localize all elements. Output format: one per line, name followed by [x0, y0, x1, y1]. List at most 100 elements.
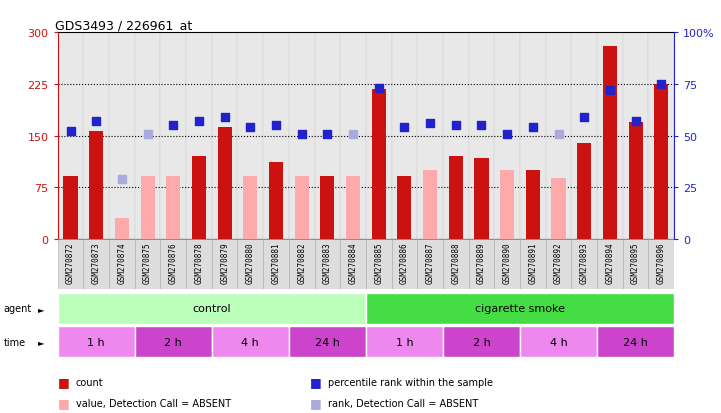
Point	[630, 119, 642, 125]
Point	[219, 114, 231, 121]
Point	[193, 119, 205, 125]
Bar	[597, 33, 623, 240]
Text: GSM270896: GSM270896	[657, 242, 665, 284]
Bar	[161, 33, 186, 240]
Point	[425, 121, 436, 127]
Bar	[448, 157, 463, 240]
Bar	[135, 240, 161, 289]
Bar	[578, 143, 591, 240]
Point	[604, 88, 616, 94]
Bar	[289, 33, 314, 240]
Bar	[603, 47, 617, 240]
Text: GSM270890: GSM270890	[503, 242, 512, 284]
Text: count: count	[76, 377, 103, 387]
Text: GSM270884: GSM270884	[348, 242, 358, 284]
Text: GSM270881: GSM270881	[272, 242, 280, 284]
Text: time: time	[4, 337, 26, 347]
Point	[270, 123, 282, 129]
Text: GSM270888: GSM270888	[451, 242, 460, 284]
Bar	[58, 326, 135, 357]
Text: 2 h: 2 h	[473, 337, 490, 347]
Text: GSM270887: GSM270887	[425, 242, 435, 284]
Text: ►: ►	[37, 337, 44, 347]
Text: ■: ■	[310, 396, 322, 409]
Text: GSM270886: GSM270886	[400, 242, 409, 284]
Bar	[366, 240, 392, 289]
Text: GSM270894: GSM270894	[606, 242, 614, 284]
Text: GSM270891: GSM270891	[528, 242, 537, 284]
Bar	[495, 240, 520, 289]
Bar	[469, 240, 495, 289]
Text: GSM270882: GSM270882	[297, 242, 306, 284]
Bar	[346, 176, 360, 240]
Text: GSM270895: GSM270895	[631, 242, 640, 284]
Text: GSM270875: GSM270875	[143, 242, 152, 284]
Bar	[552, 179, 565, 240]
Bar	[212, 240, 237, 289]
Text: 2 h: 2 h	[164, 337, 182, 347]
Bar	[495, 33, 520, 240]
Bar	[417, 33, 443, 240]
Bar	[423, 171, 437, 240]
Bar	[109, 33, 135, 240]
Bar	[474, 158, 489, 240]
Bar	[84, 240, 109, 289]
Bar	[115, 219, 129, 240]
Bar	[572, 240, 597, 289]
Text: GSM270880: GSM270880	[246, 242, 255, 284]
Text: ■: ■	[58, 396, 69, 409]
Bar	[397, 176, 412, 240]
Bar	[520, 33, 546, 240]
Bar	[372, 90, 386, 240]
Text: ►: ►	[37, 304, 44, 313]
Bar	[263, 33, 289, 240]
Bar	[417, 240, 443, 289]
Bar	[469, 33, 495, 240]
Bar	[135, 33, 161, 240]
Bar	[218, 128, 231, 240]
Text: GSM270874: GSM270874	[118, 242, 126, 284]
Text: GSM270876: GSM270876	[169, 242, 178, 284]
Bar	[520, 326, 597, 357]
Text: control: control	[193, 304, 231, 314]
Bar	[167, 176, 180, 240]
Text: value, Detection Call = ABSENT: value, Detection Call = ABSENT	[76, 398, 231, 408]
Point	[167, 123, 179, 129]
Text: GSM270872: GSM270872	[66, 242, 75, 284]
Bar	[314, 240, 340, 289]
Bar	[654, 85, 668, 240]
Bar	[526, 171, 540, 240]
Text: GSM270878: GSM270878	[195, 242, 203, 284]
Point	[90, 119, 102, 125]
Bar	[366, 326, 443, 357]
Bar	[58, 293, 366, 324]
Bar	[186, 33, 212, 240]
Text: percentile rank within the sample: percentile rank within the sample	[328, 377, 493, 387]
Point	[296, 131, 307, 138]
Bar	[58, 240, 84, 289]
Point	[116, 176, 128, 183]
Point	[142, 131, 154, 138]
Bar	[237, 240, 263, 289]
Text: ■: ■	[310, 375, 322, 389]
Bar	[243, 176, 257, 240]
Bar	[597, 326, 674, 357]
Bar	[629, 123, 642, 240]
Point	[244, 125, 256, 131]
Bar	[623, 33, 648, 240]
Bar	[546, 33, 572, 240]
Bar	[269, 162, 283, 240]
Point	[65, 129, 76, 135]
Bar	[314, 33, 340, 240]
Point	[399, 125, 410, 131]
Point	[578, 114, 590, 121]
Bar	[597, 240, 623, 289]
Bar	[366, 293, 674, 324]
Text: cigarette smoke: cigarette smoke	[475, 304, 565, 314]
Text: GSM270892: GSM270892	[554, 242, 563, 284]
Bar	[392, 240, 417, 289]
Bar	[500, 171, 514, 240]
Text: GSM270893: GSM270893	[580, 242, 589, 284]
Point	[527, 125, 539, 131]
Bar	[141, 176, 154, 240]
